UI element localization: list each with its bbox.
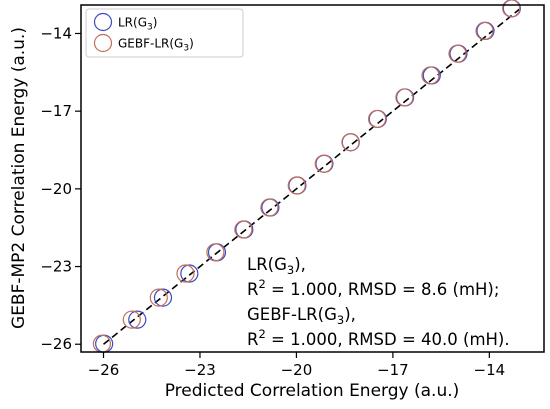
marker-series-0-point-5 [235,220,254,239]
plot-area [103,7,522,345]
marker-series-1-point-14 [475,21,494,40]
annotation-line-3: GEBF-LR(G3), [247,305,356,327]
y-axis-label: GEBF-MP2 Correlation Energy (a.u.) [9,27,29,329]
annotation-line-1: LR(G3), [247,255,306,277]
marker-series-1-point-2 [149,288,168,307]
marker-series-0-point-2 [153,288,173,307]
legend-label-gebf-lr: GEBF-LR(G3) [118,37,194,54]
x-tick-label: −17 [377,361,409,379]
y-tick-label: −14 [40,24,72,42]
marker-series-0-point-12 [422,66,441,85]
x-tick-label: −23 [184,361,216,379]
x-tick-label: −20 [281,361,313,379]
annotation-line-4: R2 = 1.000, RMSD = 40.0 (mH). [247,327,510,349]
x-tick-label: −14 [474,361,506,379]
marker-series-1-point-5 [234,220,253,239]
legend-marker-gebf-lr [93,33,113,53]
marker-series-1-point-10 [368,109,387,129]
marker-series-1-point-15 [502,0,521,18]
marker-series-0-point-1 [128,310,147,329]
parity-line [103,7,522,345]
x-axis-ticks: −26 −23 −20 −17 −14 [88,352,505,379]
y-tick-label: −17 [40,102,72,120]
marker-series-1-point-7 [287,176,306,195]
data-markers [92,0,521,353]
stats-annotation: LR(G3), R2 = 1.000, RMSD = 8.6 (mH); GEB… [247,255,510,349]
legend-marker-lr [93,12,113,32]
legend-box [85,8,244,58]
marker-series-1-point-6 [260,198,279,217]
legend: LR(G3) GEBF-LR(G3) [85,8,244,58]
x-tick-label: −26 [88,361,120,379]
marker-series-1-point-9 [341,133,360,152]
y-tick-label: −23 [40,258,72,276]
y-axis-ticks: −26 −23 −20 −17 −14 [40,24,81,353]
y-tick-label: −20 [40,180,72,198]
marker-series-1-point-3 [176,264,195,283]
x-axis-label: Predicted Correlation Energy (a.u.) [165,381,460,401]
plot-frame [80,4,545,353]
y-tick-label: −26 [40,335,72,353]
marker-series-1-point-12 [421,66,440,85]
marker-series-1-point-4 [206,243,225,262]
marker-series-1-point-11 [395,88,414,107]
marker-series-1-point-13 [448,44,467,63]
marker-series-0-point-6 [261,198,280,217]
marker-series-1-point-1 [122,310,141,329]
annotation-line-2: R2 = 1.000, RMSD = 8.6 (mH); [247,277,499,299]
legend-label-lr: LR(G3) [118,16,157,33]
marker-series-1-point-8 [314,154,333,173]
marker-series-0-point-3 [180,264,199,283]
